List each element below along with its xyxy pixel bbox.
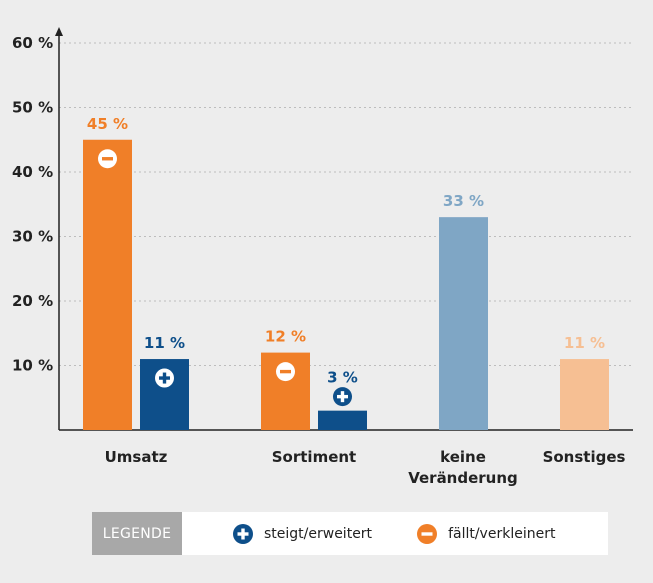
legend-item-decrease: fällt/verkleinert xyxy=(416,523,555,545)
legend-item-increase: steigt/erweitert xyxy=(232,523,372,545)
grid-lines xyxy=(59,42,633,366)
data-label: 3 % xyxy=(327,369,358,387)
minus-circle-icon xyxy=(417,523,438,544)
y-axis-arrow xyxy=(55,27,63,36)
y-tick-label: 50 % xyxy=(12,99,53,117)
y-tick-label: 10 % xyxy=(12,357,53,375)
data-label: 33 % xyxy=(443,192,484,210)
legend-label-decrease: fällt/verkleinert xyxy=(448,525,556,542)
y-tick-label: 20 % xyxy=(12,292,53,310)
category-label: Sortiment xyxy=(272,448,356,466)
plus-circle-icon xyxy=(333,387,352,407)
category-label: Umsatz xyxy=(105,448,168,466)
bar xyxy=(83,139,132,430)
plus-circle-icon xyxy=(233,523,253,544)
data-label: 45 % xyxy=(87,115,128,133)
y-tick-labels: 10 % 20 % 30 % 40 % 50 % 60 % xyxy=(12,34,53,375)
plus-circle-icon xyxy=(155,368,174,388)
legend-header: LEGENDE xyxy=(92,512,182,555)
legend: LEGENDE steigt/erweitert fällt/verkleine… xyxy=(92,512,608,555)
minus-circle-icon xyxy=(276,362,295,382)
bar xyxy=(560,359,609,430)
y-tick-label: 60 % xyxy=(12,34,53,52)
bar xyxy=(439,217,488,430)
bars: 45 % 11 % 12 % 3 % 33 % 11 % xyxy=(83,115,609,430)
category-label: Sonstiges xyxy=(543,448,626,466)
y-tick-label: 40 % xyxy=(12,163,53,181)
data-label: 12 % xyxy=(265,328,306,346)
y-tick-label: 30 % xyxy=(12,228,53,246)
data-label: 11 % xyxy=(564,334,605,352)
minus-circle-icon xyxy=(98,149,117,169)
category-label: Veränderung xyxy=(408,469,518,487)
bar-chart: 10 % 20 % 30 % 40 % 50 % 60 % 45 % 11 % 12 % 3 %… xyxy=(12,27,633,487)
bar xyxy=(318,410,367,430)
category-label: keine xyxy=(440,448,486,466)
legend-label-increase: steigt/erweitert xyxy=(264,525,373,542)
data-label: 11 % xyxy=(144,334,185,352)
category-labels: Umsatz Sortiment keine Veränderung Sonstiges xyxy=(105,448,626,487)
